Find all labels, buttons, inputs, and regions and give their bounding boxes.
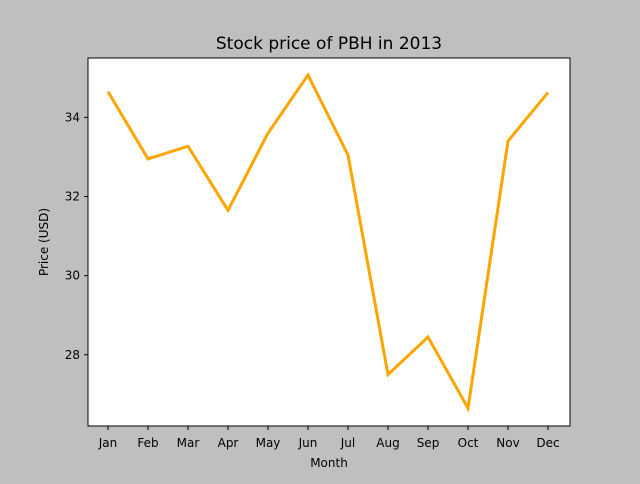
y-tick-label: 34 xyxy=(65,110,80,124)
x-tick-label: Jun xyxy=(298,436,318,450)
x-tick-label: Nov xyxy=(496,436,519,450)
x-tick-label: Jul xyxy=(340,436,355,450)
x-axis-label: Month xyxy=(310,456,348,470)
x-tick-label: Jan xyxy=(98,436,118,450)
y-tick-label: 32 xyxy=(65,189,80,203)
x-tick-label: Feb xyxy=(137,436,158,450)
series-layer xyxy=(106,72,550,413)
x-tick-label: Aug xyxy=(376,436,399,450)
y-axis-label: Price (USD) xyxy=(37,208,51,276)
chart-title: Stock price of PBH in 2013 xyxy=(216,34,442,54)
y-tick-label: 30 xyxy=(65,269,80,283)
x-axis-ticks: Jan Feb Mar Apr May Jun Jul Aug Sep Oct Nov Dec xyxy=(98,426,560,450)
x-tick-label: Sep xyxy=(417,436,440,450)
plot-frame xyxy=(87,57,571,427)
x-tick-label: Apr xyxy=(218,436,239,450)
x-tick-label: Dec xyxy=(536,436,559,450)
plot-area xyxy=(88,58,570,426)
series-line xyxy=(106,72,550,413)
x-tick-label: May xyxy=(256,436,281,450)
y-tick-label: 28 xyxy=(65,348,80,362)
x-tick-label: Mar xyxy=(177,436,200,450)
x-tick-label: Oct xyxy=(458,436,479,450)
y-axis-ticks: 28 30 32 34 xyxy=(65,110,88,362)
